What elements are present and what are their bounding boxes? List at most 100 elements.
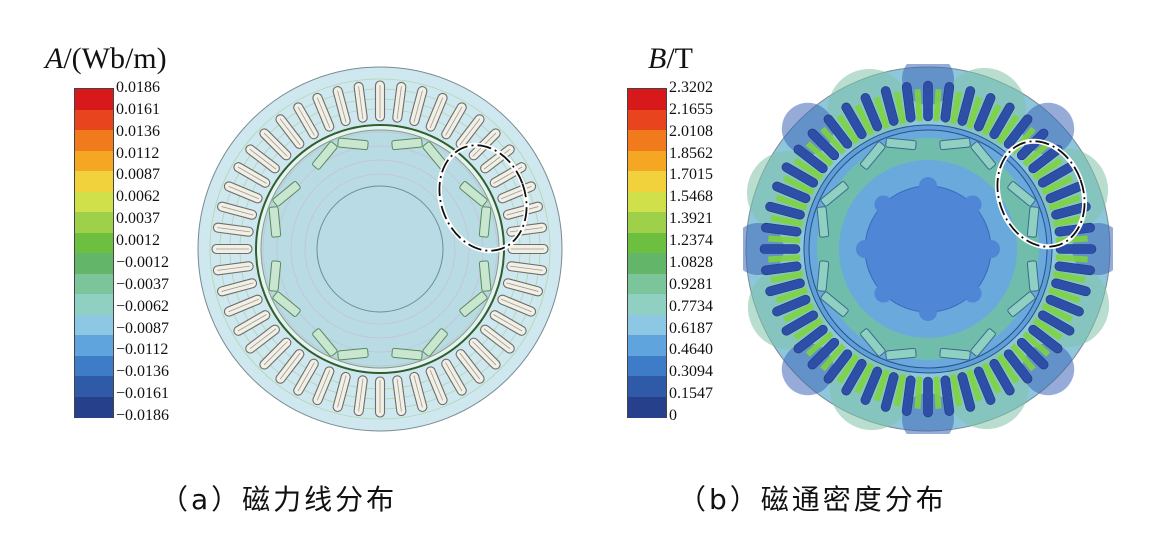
stator-slot <box>223 294 263 317</box>
stator-slot <box>312 92 335 132</box>
slot-divider <box>237 166 267 184</box>
flux-line-plot <box>197 66 563 432</box>
stator-slot <box>497 294 537 317</box>
stator-slot <box>312 366 335 406</box>
stator-slot <box>901 82 916 123</box>
colorbar-swatch <box>628 355 666 377</box>
slot-shape <box>765 278 805 297</box>
colorbar-tick-label: −0.0112 <box>116 341 169 359</box>
magnet <box>1007 291 1036 317</box>
shaft-notch <box>919 177 937 195</box>
colorbar-tick-label: 0.1547 <box>669 385 713 403</box>
slot-divider <box>358 378 364 412</box>
rotor-magnet-pair <box>459 260 492 317</box>
colorbar-tick-label: −0.0012 <box>116 253 170 271</box>
stator-tooth <box>996 353 1020 384</box>
shaft-notch <box>963 284 982 303</box>
colorbar-tick-label: 0.6187 <box>669 319 713 337</box>
stator-slot <box>1003 349 1033 384</box>
stator-slot <box>841 102 867 140</box>
stator-tooth <box>1052 214 1086 227</box>
stator-slot <box>1028 324 1063 354</box>
slot-shape <box>823 114 853 149</box>
stator-tooth <box>996 114 1020 145</box>
slot-divider <box>237 314 267 332</box>
slot-divider <box>445 362 463 392</box>
stator-tooth <box>805 141 834 167</box>
slot-divider <box>396 378 402 412</box>
slot-divider <box>445 106 463 136</box>
stator-slot <box>425 92 448 132</box>
stator-slot <box>1037 310 1075 336</box>
stator-tooth <box>981 104 1002 136</box>
stator-tooth <box>820 343 846 372</box>
colorbar-swatch <box>628 150 666 172</box>
magnet <box>391 137 423 151</box>
tooth-shape <box>836 353 860 384</box>
stator-tooth <box>1048 194 1081 211</box>
slot-shape <box>1051 201 1091 220</box>
slot-divider <box>483 328 511 350</box>
tooth-shape <box>854 104 875 136</box>
stator-slot <box>353 375 368 417</box>
colorbar-swatch <box>75 232 113 254</box>
colorbar-tick-label: −0.0161 <box>116 385 170 403</box>
rotor-magnet-pair <box>268 260 301 317</box>
stator-tooth <box>770 214 804 227</box>
stator-slot <box>441 358 467 396</box>
stator-slot <box>468 337 501 370</box>
slot-divider <box>221 206 254 216</box>
rotor-magnet-pair <box>1007 260 1040 317</box>
tooth-shape <box>1022 141 1051 167</box>
colorbar-tick-label: 1.5468 <box>669 188 713 206</box>
magnet <box>268 260 282 292</box>
tooth-shape <box>981 362 1002 394</box>
tooth-shape <box>873 369 890 402</box>
tooth-shape <box>996 114 1020 145</box>
slot-divider <box>459 118 481 146</box>
magnet <box>337 137 369 151</box>
stator-slot <box>455 114 485 149</box>
stator-slot <box>923 80 933 122</box>
tooth-shape <box>1048 287 1081 304</box>
slot-shape <box>880 372 899 412</box>
slot-divider <box>413 375 423 408</box>
magnet <box>422 328 448 357</box>
shaft-notch <box>874 284 893 303</box>
magnet <box>820 291 849 317</box>
slot-divider <box>297 362 315 392</box>
stator-tooth <box>933 89 942 122</box>
stator-slot <box>860 93 883 132</box>
slot-divider <box>413 90 423 123</box>
stator-slot <box>506 261 548 276</box>
stator-slot <box>772 181 811 204</box>
stator-tooth <box>836 114 860 145</box>
stator-tooth <box>873 96 890 129</box>
tooth-shape <box>966 96 983 129</box>
slot-divider <box>228 185 260 200</box>
magnet <box>478 260 492 292</box>
stator-slot <box>245 324 280 354</box>
stator-tooth <box>836 353 860 384</box>
stator-slot <box>765 278 805 297</box>
shaft-notch <box>874 195 893 214</box>
slot-divider <box>506 282 539 292</box>
colorbar-tick-label: 1.3921 <box>669 210 713 228</box>
stator-slot <box>455 349 485 384</box>
stator-slot <box>759 244 801 254</box>
slot-shape <box>781 310 819 336</box>
colorbar-swatch <box>628 171 666 192</box>
stator-slot <box>293 358 319 396</box>
stator-slot <box>880 86 899 126</box>
colorbar-tick-label: 0.0161 <box>116 100 160 118</box>
tooth-shape <box>1052 271 1086 284</box>
shaft-notch <box>982 240 1000 258</box>
magnet <box>1026 206 1040 238</box>
tooth-shape <box>1032 157 1063 181</box>
stator-tooth <box>854 104 875 136</box>
tooth-shape <box>1010 343 1036 372</box>
tooth-shape <box>950 373 963 407</box>
rotor-magnet-pair <box>459 181 492 238</box>
magnet <box>272 291 301 317</box>
slot-divider <box>429 97 444 129</box>
